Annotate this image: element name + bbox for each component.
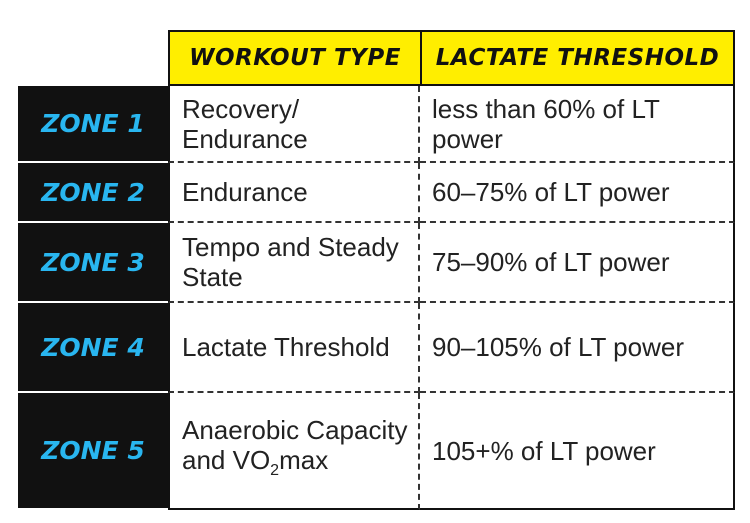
zone-label: ZONE 2 — [18, 163, 168, 223]
subscript: 2 — [270, 462, 280, 480]
text: max — [279, 444, 329, 475]
header-cell: WORKOUT TYPE — [168, 30, 422, 86]
workout-text: Anaerobic Capacity and VO2max — [182, 415, 410, 486]
zone-label: ZONE 4 — [18, 303, 168, 393]
threshold-cell: 75–90% of LT power — [420, 223, 735, 303]
threshold-cell: 105+% of LT power — [420, 393, 735, 510]
header-cell: LACTATE THRESHOLD — [420, 30, 735, 86]
workout-cell: Tempo and Steady State — [168, 223, 420, 303]
zone-label: ZONE 5 — [18, 393, 168, 510]
zone-label: ZONE 1 — [18, 86, 168, 163]
threshold-cell: 60–75% of LT power — [420, 163, 735, 223]
workout-cell: Lactate Threshold — [168, 303, 420, 393]
zone-label: ZONE 3 — [18, 223, 168, 303]
workout-cell: Endurance — [168, 163, 420, 223]
workout-cell: Recovery/ Endurance — [168, 86, 420, 163]
text: Anaerobic Capacity and VO — [182, 414, 408, 475]
workout-cell: Anaerobic Capacity and VO2max — [168, 393, 420, 510]
threshold-cell: less than 60% of LT power — [420, 86, 735, 163]
threshold-cell: 90–105% of LT power — [420, 303, 735, 393]
